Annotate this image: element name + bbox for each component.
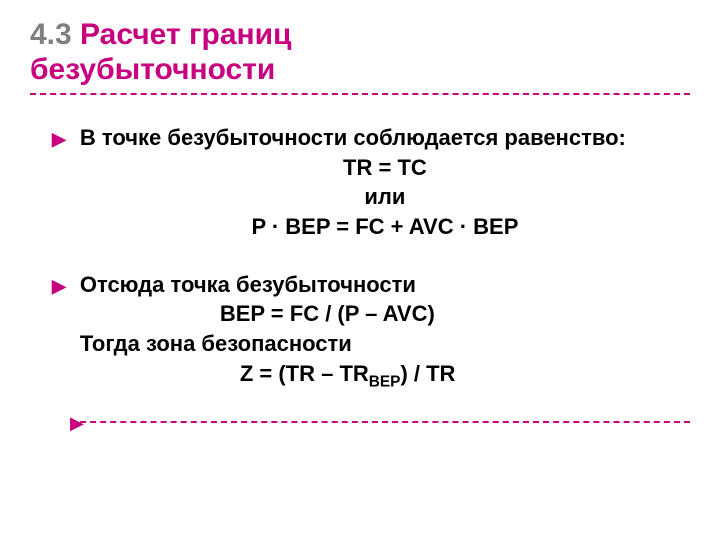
bullet-2: ▶ Отсюда точка безубыточности BEP = FC /… (30, 270, 690, 393)
equation-tr-tc: TR = TC (80, 153, 690, 183)
title-line2: безубыточности (30, 53, 275, 86)
eq-z-post: ) / TR (400, 361, 455, 386)
title-divider (30, 93, 690, 95)
eq-z-pre: Z = (TR – TR (240, 361, 369, 386)
bullet-2-intro: Отсюда точка безубыточности (80, 270, 690, 300)
equation-bep: BEP = FC / (P – AVC) (80, 299, 690, 329)
bullet-marker-icon: ▶ (52, 274, 66, 393)
title-line1-rest: Расчет границ (72, 18, 292, 51)
slide-title: 4.3 Расчет границ безубыточности (30, 18, 690, 87)
equation-z: Z = (TR – TRBEP) / TR (80, 359, 690, 393)
bullet-1-intro: В точке безубыточности соблюдается равен… (80, 123, 690, 153)
section-number: 4.3 (30, 18, 72, 51)
footer-arrow-icon: ▶ (30, 413, 690, 434)
or-word: или (80, 182, 690, 212)
bullet-2-content: Отсюда точка безубыточности BEP = FC / (… (80, 270, 690, 393)
bullet-1-content: В точке безубыточности соблюдается равен… (80, 123, 690, 242)
then-text: Тогда зона безопасности (80, 329, 690, 359)
bullet-marker-icon: ▶ (52, 127, 66, 242)
equation-p-bep: P · BEP = FC + AVC · BEP (80, 212, 690, 242)
slide: 4.3 Расчет границ безубыточности ▶ В точ… (0, 0, 720, 540)
eq-z-sub: BEP (369, 373, 401, 390)
bullet-1: ▶ В точке безубыточности соблюдается рав… (30, 123, 690, 242)
